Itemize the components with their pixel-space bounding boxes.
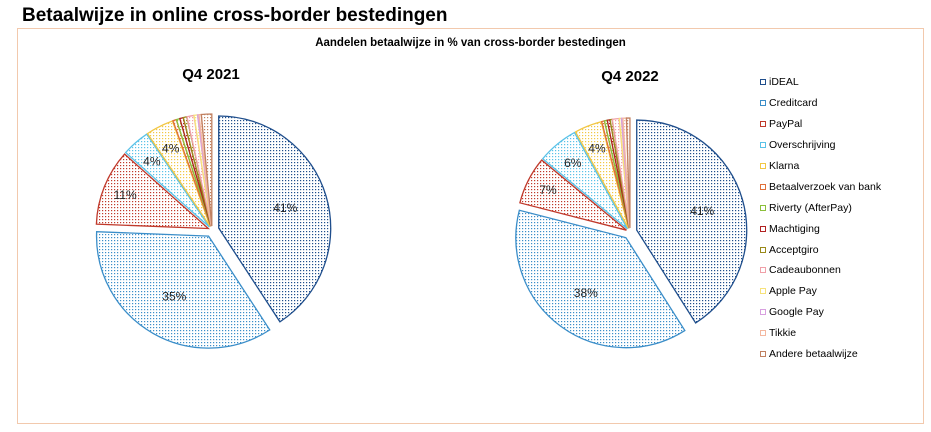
legend-swatch bbox=[760, 100, 766, 107]
legend-swatch bbox=[760, 163, 766, 169]
legend-label: Riverty (AfterPay) bbox=[769, 201, 852, 214]
legend-label: Klarna bbox=[769, 160, 800, 172]
legend-item-overschrijving: Overschrijving bbox=[760, 135, 881, 156]
legend-label: Andere betaalwijze bbox=[769, 348, 858, 361]
pie-slice-creditcard bbox=[95, 231, 271, 349]
legend-swatch bbox=[760, 267, 766, 274]
pie-slice-andere-betaalwijze bbox=[200, 113, 213, 227]
pie-slice-ideal bbox=[218, 115, 332, 323]
pie-label-overschrijving: 6% bbox=[564, 156, 582, 170]
legend-item-machtiging: Machtiging bbox=[760, 218, 881, 239]
legend-label: iDEAL bbox=[769, 76, 799, 89]
pie-title-q4-2022: Q4 2022 bbox=[601, 68, 659, 85]
pie-label-ideal: 41% bbox=[273, 201, 297, 215]
legend-item-betaalverzoek-van-bank: Betaalverzoek van bank bbox=[760, 176, 881, 197]
legend-item-riverty-afterpay: Riverty (AfterPay) bbox=[760, 197, 881, 218]
pie-slice-creditcard bbox=[515, 209, 686, 349]
pie-slice-paypal bbox=[95, 153, 211, 230]
legend-item-acceptgiro: Acceptgiro bbox=[760, 239, 881, 260]
pie-slice-overschrijving bbox=[124, 133, 210, 228]
legend-swatch bbox=[760, 351, 766, 358]
pie-label-klarna: 4% bbox=[588, 142, 606, 156]
legend-item-klarna: Klarna bbox=[760, 156, 881, 177]
legend-swatch bbox=[760, 183, 766, 190]
pie-title-q4-2021: Q4 2021 bbox=[182, 66, 240, 83]
pie-slice-paypal bbox=[519, 159, 627, 231]
pie-slice-ideal bbox=[636, 119, 748, 324]
legend-label: Creditcard bbox=[769, 97, 818, 110]
pie-label-ideal: 41% bbox=[690, 204, 714, 218]
legend-label: Cadeaubonnen bbox=[769, 264, 841, 277]
legend-label: Machtiging bbox=[769, 222, 820, 235]
legend-swatch bbox=[760, 121, 766, 128]
pie-label-klarna: 4% bbox=[162, 142, 180, 156]
pie-label-overschrijving: 4% bbox=[143, 154, 161, 168]
legend-label: Tikkie bbox=[769, 327, 797, 340]
legend-item-andere-betaalwijze: Andere betaalwijze bbox=[760, 344, 881, 365]
pie-slice-overschrijving bbox=[541, 131, 629, 230]
chart-title: Aandelen betaalwijze in % van cross-bord… bbox=[315, 37, 626, 49]
legend-swatch bbox=[760, 246, 766, 253]
legend-item-cadeaubonnen: Cadeaubonnen bbox=[760, 260, 881, 281]
legend-swatch bbox=[760, 225, 766, 232]
legend-swatch bbox=[760, 142, 766, 149]
legend-item-google-pay: Google Pay bbox=[760, 302, 881, 323]
legend-swatch bbox=[760, 330, 766, 337]
legend-swatch bbox=[760, 288, 766, 295]
legend-label: Acceptgiro bbox=[769, 243, 819, 256]
legend-label: PayPal bbox=[769, 118, 803, 131]
legend-swatch bbox=[760, 79, 766, 86]
legend-label: Betaalverzoek van bank bbox=[769, 180, 882, 193]
legend-label: Overschrijving bbox=[769, 139, 836, 152]
legend-swatch bbox=[760, 309, 766, 316]
page-title: Betaalwijze in online cross-border beste… bbox=[22, 5, 448, 26]
legend-item-paypal: PayPal bbox=[760, 114, 881, 135]
pie-slice-andere-betaalwijze bbox=[625, 117, 631, 229]
pie-q4-2022: 41% 38% 7% 6% 4% bbox=[515, 117, 748, 349]
legend-item-ideal: iDEAL bbox=[760, 72, 881, 93]
pie-q4-2021: 41% 35% 11% 4%4% bbox=[95, 113, 332, 349]
legend-swatch bbox=[760, 204, 766, 211]
legend-label: Apple Pay bbox=[769, 285, 817, 298]
pie-label-creditcard: 35% bbox=[162, 289, 186, 303]
legend-label: Google Pay bbox=[769, 306, 824, 319]
legend: iDEAL Creditcard PayPal Overschrijving Klarn… bbox=[760, 72, 881, 364]
pie-label-paypal: 11% bbox=[114, 188, 137, 202]
legend-item-creditcard: Creditcard bbox=[760, 93, 881, 114]
pie-label-creditcard: 38% bbox=[574, 286, 598, 300]
legend-item-apple-pay: Apple Pay bbox=[760, 281, 881, 302]
pie-label-paypal: 7% bbox=[539, 183, 557, 197]
legend-item-tikkie: Tikkie bbox=[760, 323, 881, 344]
